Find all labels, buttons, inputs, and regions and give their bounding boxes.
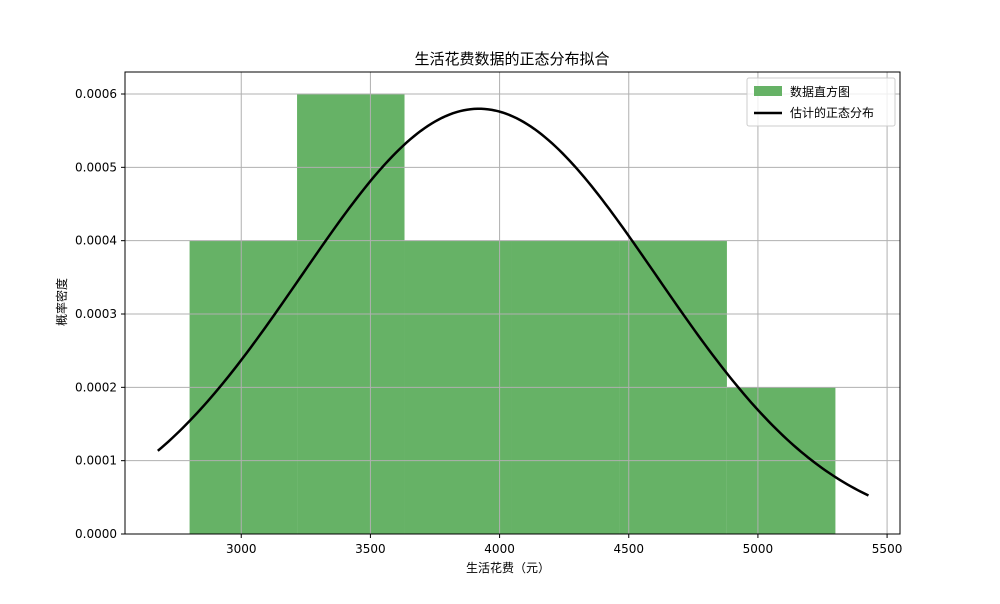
normal-fit-curve — [156, 107, 870, 497]
x-tick-label-3: 4500 — [613, 542, 644, 556]
chart-title: 生活花费数据的正态分布拟合 — [414, 50, 609, 68]
legend-box — [746, 77, 896, 127]
x-axis-label: 生活花费（元） — [466, 560, 550, 575]
axes-frame — [124, 71, 901, 535]
y-tick-label-6: 0.0006 — [75, 87, 117, 101]
x-tick-label-5: 5500 — [872, 542, 903, 556]
legend-histogram-swatch — [754, 86, 782, 96]
legend-fit-label: 估计的正态分布 — [790, 105, 874, 120]
x-tick-label-0: 3000 — [226, 542, 257, 556]
y-tick-label-4: 0.0004 — [75, 234, 117, 248]
legend-histogram-label: 数据直方图 — [790, 84, 850, 99]
y-tick-label-1: 0.0001 — [75, 454, 117, 468]
legend: 数据直方图 估计的正态分布 — [746, 77, 896, 127]
x-tick-label-2: 4000 — [484, 542, 515, 556]
x-tick-label-1: 3500 — [355, 542, 386, 556]
y-tick-label-0: 0.0000 — [75, 527, 117, 541]
x-tick-label-4: 5000 — [743, 542, 774, 556]
y-axis-label: 概率密度 — [54, 278, 69, 326]
plot-area: 3000 3500 4000 4500 5000 5500 0.0000 0.0001 0.00… — [75, 71, 903, 556]
y-tick-label-3: 0.0003 — [75, 307, 117, 321]
y-tick-label-5: 0.0005 — [75, 160, 117, 174]
y-tick-label-2: 0.0002 — [75, 380, 117, 394]
